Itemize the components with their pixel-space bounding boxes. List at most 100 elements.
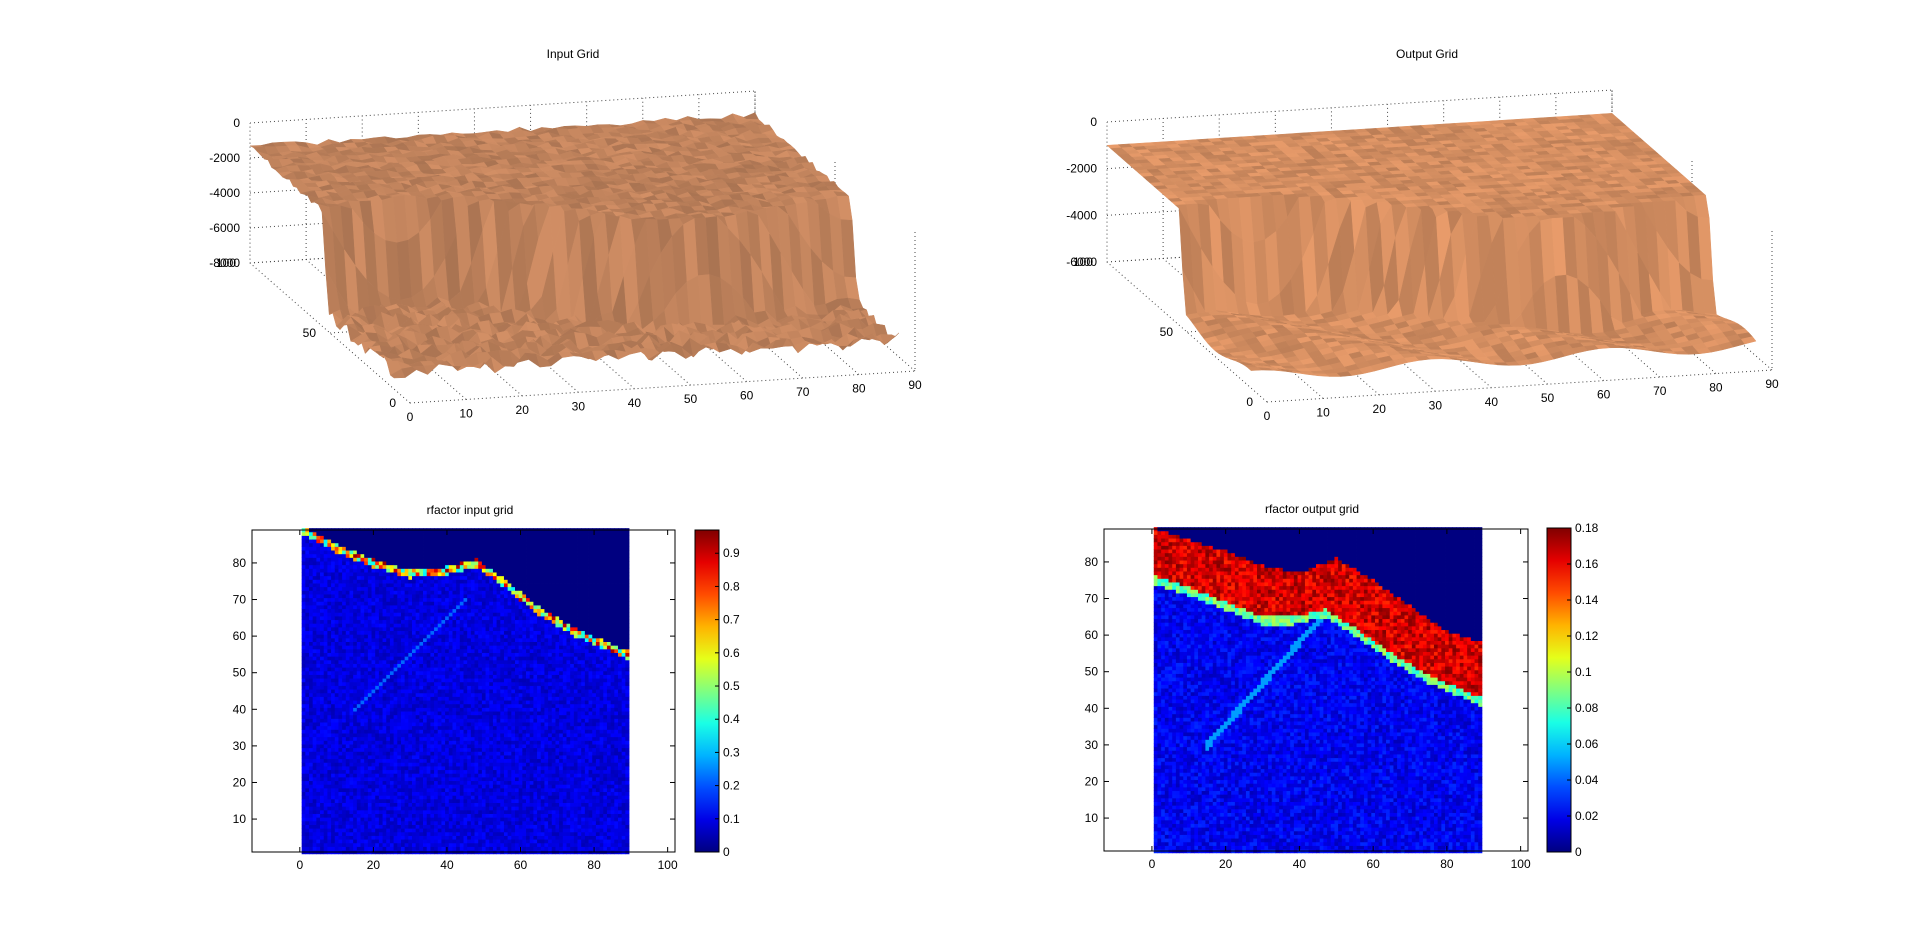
y-tick-label: 30	[1085, 738, 1099, 752]
x-tick-label: 20	[1373, 402, 1387, 416]
colorbar-tick-label: 0.16	[1575, 557, 1599, 571]
colorbar	[694, 529, 720, 853]
y-tick-label: 60	[1085, 628, 1099, 642]
x-tick-label: 50	[684, 392, 698, 406]
heatmap-cells	[1153, 527, 1483, 854]
surface-plot-output: 0 10 20 30 40 50 60 70 80 90 0 50 100 0 -2000 -4000 -600…	[1066, 89, 1779, 423]
x-tick-label: 40	[1485, 395, 1499, 409]
x-tick-label: 80	[587, 858, 601, 872]
z-tick-label: -4000	[1066, 208, 1097, 222]
x-tick-label: 0	[407, 410, 414, 424]
y-tick-label: 60	[233, 629, 247, 643]
x-tick-label: 60	[740, 389, 754, 403]
y-tick-label: 70	[1085, 592, 1099, 606]
heatmap-cells	[301, 528, 630, 855]
y-tick-label: 0	[389, 396, 396, 410]
colorbar-tick-label: 0	[723, 845, 730, 859]
colorbar-tick-label: 0.06	[1575, 737, 1599, 751]
x-tick-label: 20	[367, 858, 381, 872]
x-tick-label: 60	[1597, 388, 1611, 402]
colorbar-tick-label: 0.3	[723, 745, 740, 759]
y-tick-label: 100	[1073, 255, 1093, 269]
x-tick-label: 10	[459, 406, 473, 420]
surface-mesh	[1106, 113, 1757, 377]
colorbar-tick-label: 0.4	[723, 712, 740, 726]
heatmap-axes-box	[251, 529, 676, 853]
x-tick-label: 60	[1366, 857, 1380, 871]
colorbar-tick-label: 0.14	[1575, 593, 1599, 607]
heatmap-rfactor-output: 0 20 40 60 80 100 10 20 30 40 50 60 70 80 0 0.02 0.04 0.0…	[1085, 521, 1599, 871]
x-tick-label: 10	[1316, 405, 1330, 419]
y-tick-label: 20	[233, 775, 247, 789]
y-tick-label: 50	[233, 666, 247, 680]
colorbar-tick-label: 0.2	[723, 779, 740, 793]
x-tick-label: 80	[852, 382, 866, 396]
x-tick-label: 90	[1765, 377, 1779, 391]
y-tick-label: 80	[233, 556, 247, 570]
y-tick-label: 10	[233, 812, 247, 826]
z-tick-label: -4000	[209, 186, 240, 200]
surface-mesh	[249, 112, 900, 379]
colorbar-tick-label: 0.08	[1575, 701, 1599, 715]
x-tick-label: 70	[796, 385, 810, 399]
x-tick-label: 60	[514, 858, 528, 872]
colorbar-tick-label: 0.1	[723, 812, 740, 826]
colorbar-tick-label: 0.04	[1575, 773, 1599, 787]
y-tick-label: 70	[233, 593, 247, 607]
x-tick-label: 0	[296, 858, 303, 872]
colorbar-tick-label: 0.02	[1575, 809, 1599, 823]
x-tick-label: 80	[1709, 381, 1723, 395]
y-tick-label: 40	[233, 702, 247, 716]
colorbar-tick-label: 0.7	[723, 613, 740, 627]
x-tick-label: 50	[1541, 391, 1555, 405]
colorbar-tick-label: 0.12	[1575, 629, 1599, 643]
x-tick-label: 40	[440, 858, 454, 872]
panel-title-rfactor-input: rfactor input grid	[427, 503, 514, 517]
colorbar-tick-label: 0	[1575, 845, 1582, 859]
x-tick-label: 30	[572, 399, 586, 413]
heatmap-axes-box	[1103, 528, 1529, 852]
y-tick-label: 100	[216, 256, 236, 270]
y-tick-label: 30	[233, 739, 247, 753]
z-tick-label: -6000	[209, 221, 240, 235]
y-tick-label: 20	[1085, 774, 1099, 788]
panel-title-output-grid: Output Grid	[1396, 47, 1458, 61]
surface-plot-input: 0 10 20 30 40 50 60 70 80 90 0 50 100 0 -2000 -4000 -600…	[209, 90, 922, 424]
colorbar-tick-label: 0.18	[1575, 521, 1599, 535]
panel-title-rfactor-output: rfactor output grid	[1265, 502, 1359, 516]
panel-title-input-grid: Input Grid	[547, 47, 600, 61]
z-tick-label: 0	[233, 116, 240, 130]
colorbar	[1546, 527, 1572, 853]
y-tick-label: 40	[1085, 701, 1099, 715]
x-tick-label: 0	[1264, 409, 1271, 423]
y-tick-label: 10	[1085, 811, 1099, 825]
y-tick-label: 0	[1246, 395, 1253, 409]
x-tick-label: 40	[628, 396, 642, 410]
colorbar-tick-label: 0.5	[723, 679, 740, 693]
z-tick-label: 0	[1090, 115, 1097, 129]
y-tick-label: 50	[1160, 325, 1174, 339]
x-tick-label: 100	[1511, 857, 1531, 871]
x-tick-label: 100	[658, 858, 678, 872]
x-tick-label: 0	[1149, 857, 1156, 871]
colorbar-tick-label: 0.8	[723, 579, 740, 593]
colorbar-tick-label: 0.9	[723, 546, 740, 560]
x-tick-label: 90	[908, 378, 922, 392]
colorbar-tick-label: 0.1	[1575, 665, 1592, 679]
z-tick-label: -2000	[1066, 162, 1097, 176]
z-tick-label: -8000	[209, 256, 240, 270]
colorbar-tick-label: 0.6	[723, 646, 740, 660]
y-tick-label: 50	[303, 326, 317, 340]
heatmap-rfactor-input: 0 20 40 60 80 100 10 20 30 40 50 60 70 80 0 0.1 0.2 0.3 0.…	[233, 528, 740, 872]
x-tick-label: 30	[1429, 398, 1443, 412]
z-tick-label: -6000	[1066, 255, 1097, 269]
x-tick-label: 80	[1440, 857, 1454, 871]
x-tick-label: 20	[1219, 857, 1233, 871]
y-tick-label: 50	[1085, 665, 1099, 679]
x-tick-label: 40	[1293, 857, 1307, 871]
z-tick-label: -2000	[209, 151, 240, 165]
x-tick-label: 70	[1653, 384, 1667, 398]
y-tick-label: 80	[1085, 555, 1099, 569]
x-tick-label: 20	[516, 403, 530, 417]
